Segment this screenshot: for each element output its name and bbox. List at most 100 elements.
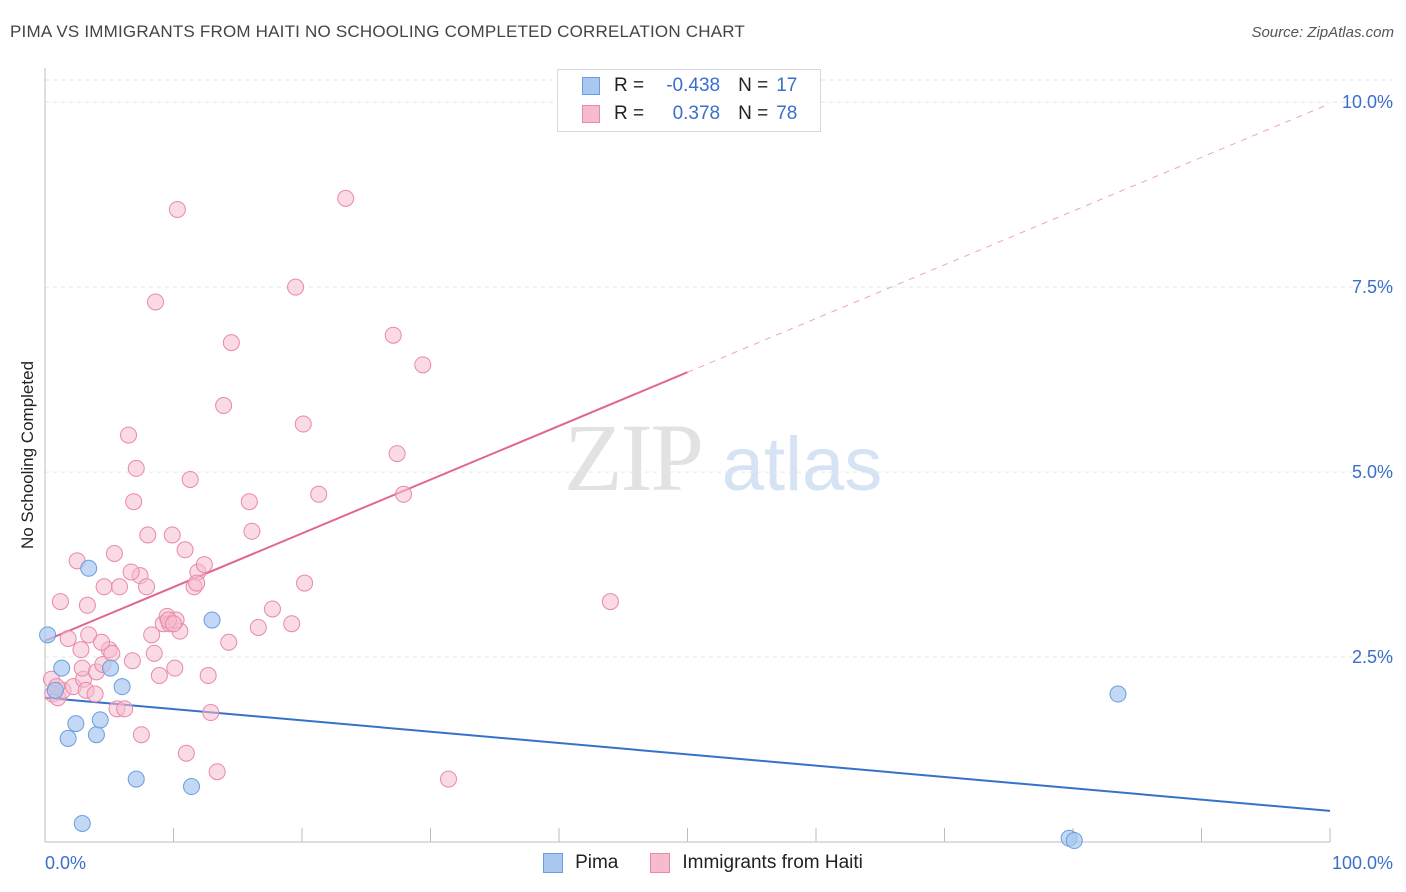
watermark-atlas: atlas — [722, 422, 883, 507]
haiti-point — [243, 522, 261, 540]
haiti-point — [188, 574, 206, 592]
pima-legend-swatch — [543, 853, 564, 873]
haiti-point — [414, 356, 432, 374]
pima-point — [1109, 685, 1127, 703]
haiti-point — [150, 667, 168, 685]
haiti-point — [105, 544, 123, 562]
haiti-point — [86, 685, 104, 703]
haiti-point — [111, 578, 129, 596]
pima-point — [39, 626, 57, 644]
haiti-point — [166, 659, 184, 677]
pima-point — [73, 815, 91, 833]
haiti-point — [78, 596, 96, 614]
haiti-point — [80, 626, 98, 644]
haiti-point — [177, 744, 195, 762]
n-value: 78 — [776, 103, 798, 124]
haiti-point — [208, 763, 226, 781]
haiti-point — [168, 200, 186, 218]
haiti-point — [73, 659, 91, 677]
pima-point — [1065, 832, 1083, 850]
haiti-point — [59, 630, 77, 648]
haiti-point — [163, 526, 181, 544]
n-label: N = — [738, 103, 769, 124]
haiti-point — [287, 278, 305, 296]
haiti-point — [132, 726, 150, 744]
haiti-point — [199, 667, 217, 685]
haiti-point — [296, 574, 314, 592]
haiti-point — [147, 293, 165, 311]
haiti-point — [601, 593, 619, 611]
haiti-point — [93, 633, 111, 651]
stats-row-haiti: R = 0.378 N = 78 — [582, 102, 797, 126]
n-value: 17 — [776, 75, 798, 96]
trend-lines — [44, 103, 1331, 812]
pima-point — [53, 659, 71, 677]
haiti-point — [202, 704, 220, 722]
haiti-point — [310, 485, 328, 503]
haiti-point — [384, 326, 402, 344]
haiti-point — [222, 334, 240, 352]
y-tick-label: 5.0% — [1352, 462, 1393, 482]
pima-point — [127, 770, 145, 788]
legend-item-pima[interactable]: Pima — [543, 852, 618, 874]
legend-item-haiti[interactable]: Immigrants from Haiti — [650, 852, 863, 874]
haiti-point — [249, 618, 267, 636]
haiti-point — [176, 541, 194, 559]
source-label: Source: ZipAtlas.com — [1251, 24, 1394, 41]
stats-row-pima: R = -0.438 N = 17 — [582, 74, 797, 98]
watermark-zip: ZIP — [564, 404, 702, 511]
y-tick-label: 10.0% — [1342, 92, 1393, 112]
haiti-point — [181, 470, 199, 488]
tick-labels: 2.5% 5.0% 7.5% 10.0% 0.0% 100.0% — [45, 92, 1393, 873]
axes — [44, 68, 1331, 843]
haiti-point — [395, 485, 413, 503]
pima-point — [182, 778, 200, 796]
haiti-point — [122, 563, 140, 581]
pima-point — [203, 611, 221, 629]
haiti-point — [439, 770, 457, 788]
haiti-point — [138, 578, 156, 596]
r-value: 0.378 — [672, 103, 721, 124]
grid-lines — [45, 79, 1395, 658]
haiti-point — [240, 493, 258, 511]
haiti-point — [215, 397, 233, 415]
haiti-point — [388, 445, 406, 463]
x-tick-label: 100.0% — [1332, 853, 1393, 873]
x-tick-label: 0.0% — [45, 853, 86, 873]
pima-point — [67, 715, 85, 733]
pima-point — [91, 711, 109, 729]
haiti-point — [220, 633, 238, 651]
r-value: -0.438 — [666, 75, 721, 96]
data-points — [39, 189, 1127, 850]
pima-point — [59, 729, 77, 747]
pima-point — [102, 659, 120, 677]
haiti-point — [283, 615, 301, 633]
haiti-point — [263, 600, 281, 618]
haiti-point — [139, 526, 157, 544]
pima-trend-line — [44, 696, 1331, 812]
pima-point — [87, 726, 105, 744]
haiti-point — [51, 593, 69, 611]
haiti-legend-swatch — [650, 853, 671, 873]
stats-legend: R = -0.438 N = 17 R = 0.378 N = 78 — [557, 69, 821, 132]
haiti-swatch — [582, 105, 600, 123]
haiti-point — [72, 641, 90, 659]
haiti-trend-line — [44, 371, 688, 642]
haiti-point — [127, 459, 145, 477]
haiti-point — [123, 652, 141, 670]
haiti-point — [125, 493, 143, 511]
pima-point — [113, 678, 131, 696]
pima-point — [46, 681, 64, 699]
chart-title: PIMA VS IMMIGRANTS FROM HAITI NO SCHOOLI… — [10, 22, 745, 41]
pima-swatch — [582, 77, 600, 95]
n-label: N = — [738, 75, 769, 96]
haiti-point — [145, 644, 163, 662]
haiti-point — [294, 415, 312, 433]
y-tick-label: 2.5% — [1352, 647, 1393, 667]
r-label: R = — [614, 103, 645, 124]
series-legend: Pima Immigrants from Haiti — [0, 852, 1406, 874]
legend-label-pima: Pima — [575, 852, 619, 873]
haiti-point — [116, 700, 134, 718]
haiti-point — [120, 426, 138, 444]
